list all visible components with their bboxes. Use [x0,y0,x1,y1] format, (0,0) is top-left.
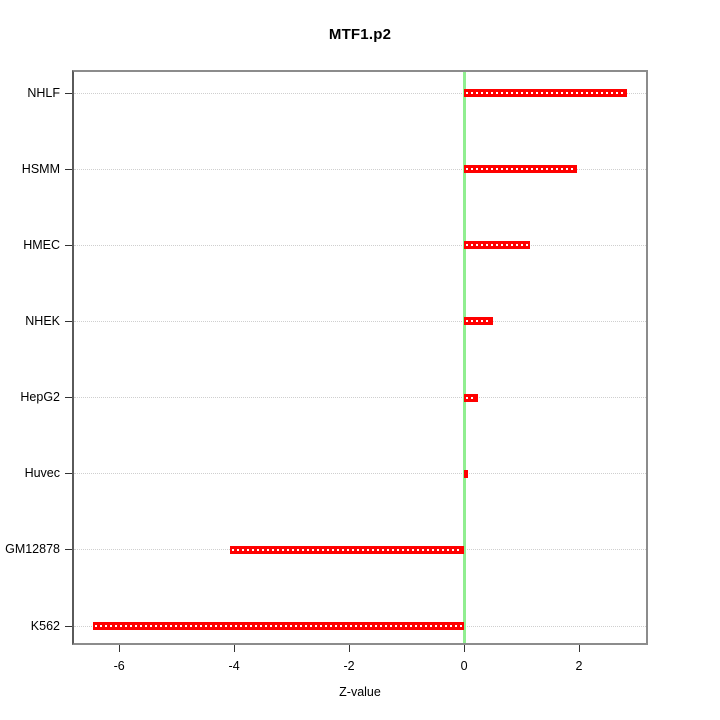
y-tick-label: HepG2 [20,390,60,405]
bar-center-dash [95,625,463,627]
y-axis-tick [65,625,72,627]
x-tick-label: 0 [460,659,468,673]
bar [464,469,469,478]
gridline [74,473,646,475]
gridline [74,168,646,170]
zero-line [462,72,466,643]
x-axis-tick [233,645,235,652]
y-tick-label: NHLF [27,85,60,100]
gridline [74,397,646,399]
y-axis-tick [65,320,72,322]
bar [464,165,578,174]
x-axis-tick [463,645,465,652]
bar-center-dash [466,92,625,94]
y-tick-label: K562 [30,618,60,633]
bar-center-dash [466,168,576,171]
gridline [74,92,646,94]
gridline [74,320,646,322]
x-axis-tick [578,645,580,652]
plot-box [72,70,648,645]
bar [464,317,493,326]
y-tick-label: HMEC [23,237,60,252]
bar [230,545,465,554]
x-axis-tick [348,645,350,652]
x-axis-tick [118,645,120,652]
bar [464,393,479,402]
y-tick-label: HSMM [21,161,60,176]
bar [464,89,627,97]
y-axis-tick [65,549,72,551]
y-axis-tick [65,168,72,170]
bar [464,241,531,250]
y-tick-label: NHEK [25,313,60,328]
plot-area [72,70,648,645]
bar-center-dash [232,548,463,551]
bar-center-dash [466,244,529,247]
bar-center-dash [466,396,477,399]
x-axis-title: Z-value [339,685,381,699]
x-tick-label: -4 [228,659,240,673]
x-tick-label: 2 [575,659,583,673]
gridline [74,244,646,246]
bar-center-dash [466,320,491,323]
y-tick-label: Huvec [24,466,60,481]
chart-title: MTF1.p2 [328,26,392,43]
y-tick-label: GM12878 [5,542,60,557]
x-tick-label: -2 [343,659,355,673]
y-axis-tick [65,397,72,399]
y-axis-tick [65,92,72,94]
y-axis-tick [65,244,72,246]
bar [93,622,465,630]
y-axis-tick [65,473,72,475]
x-tick-label: -6 [113,659,125,673]
